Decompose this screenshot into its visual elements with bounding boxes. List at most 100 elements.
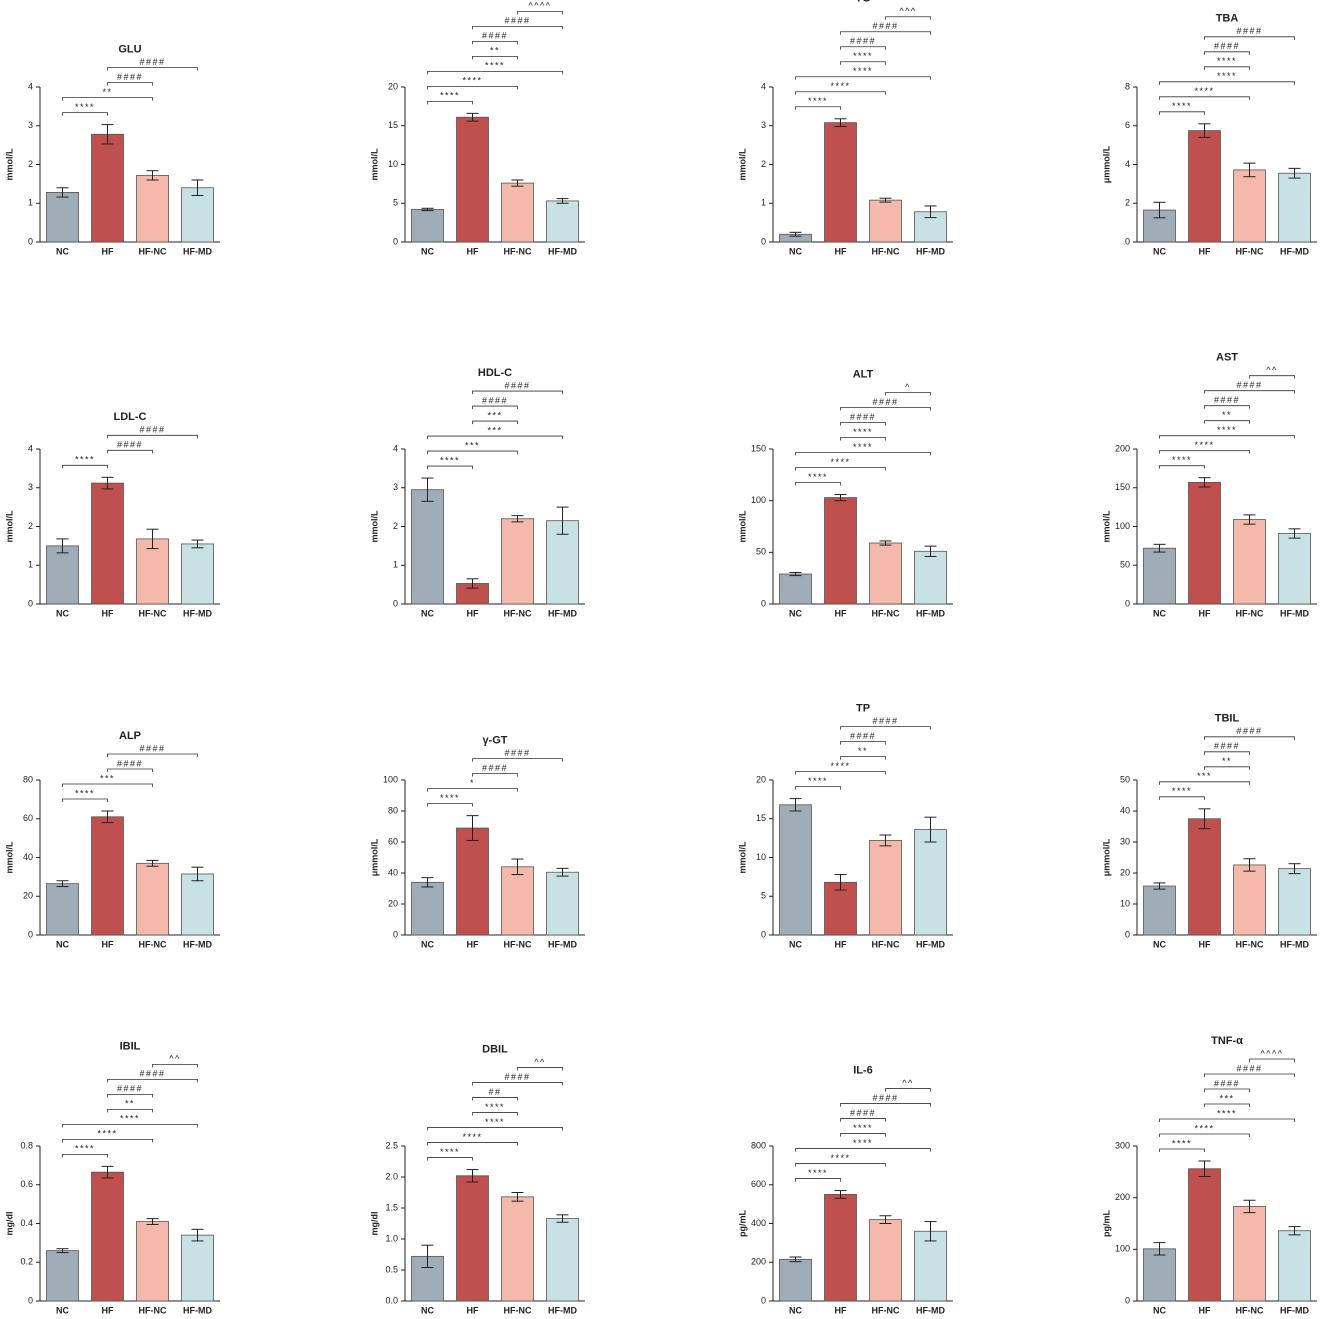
significance-bracket — [427, 100, 473, 105]
x-tick-label: NC — [789, 246, 802, 256]
significance-label: **** — [485, 1117, 505, 1127]
y-axis-label: mmol/L — [4, 841, 14, 874]
significance-label: #### — [117, 758, 143, 768]
x-tick-label: NC — [56, 939, 69, 949]
significance-bracket — [840, 726, 931, 730]
significance-bracket — [472, 25, 563, 30]
significance-bracket — [62, 798, 108, 802]
x-tick-label: HF-NC — [139, 246, 167, 256]
x-tick-label: HF — [467, 246, 479, 256]
significance-label: **** — [1194, 1123, 1214, 1133]
significance-bracket — [107, 753, 198, 757]
significance-label: **** — [75, 1144, 95, 1154]
significance-label: #### — [1214, 395, 1240, 405]
x-tick-label: NC — [421, 608, 434, 618]
significance-bracket — [840, 61, 886, 65]
significance-bracket — [1204, 751, 1250, 755]
y-tick-label: 0 — [761, 929, 766, 939]
x-tick-label: HF-MD — [1280, 246, 1309, 256]
significance-label: **** — [808, 472, 828, 482]
y-tick-label: 20 — [388, 898, 398, 908]
y-tick-label: 2 — [28, 159, 33, 169]
significance-label: #### — [504, 748, 530, 758]
y-tick-label: 2 — [761, 159, 766, 169]
chart-title: ALT — [853, 368, 874, 380]
bar — [456, 827, 489, 936]
significance-bracket — [472, 1097, 518, 1101]
bar — [501, 182, 534, 243]
significance-bracket — [472, 420, 518, 425]
significance-label: **** — [830, 81, 850, 91]
y-tick-label: 3 — [28, 482, 33, 492]
significance-label: **** — [1217, 1108, 1237, 1118]
x-tick-label: HF-NC — [1236, 1305, 1264, 1314]
x-tick-label: HF-NC — [872, 1305, 900, 1314]
chart-title: TP — [856, 703, 870, 715]
significance-bracket — [840, 31, 931, 35]
y-tick-label: 15 — [388, 120, 398, 130]
x-tick-label: HF — [467, 608, 479, 618]
x-tick-label: NC — [421, 246, 434, 256]
y-tick-label: 10 — [1120, 898, 1130, 908]
bar — [46, 545, 79, 605]
significance-label: #### — [872, 21, 898, 31]
significance-label: **** — [1217, 425, 1237, 435]
y-tick-label: 2 — [28, 521, 33, 531]
y-tick-label: 10 — [388, 159, 398, 169]
y-tick-label: 20 — [1120, 867, 1130, 877]
y-tick-label: 5 — [393, 198, 398, 208]
y-tick-label: 6 — [1125, 120, 1130, 130]
x-tick-label: HF-MD — [916, 608, 945, 618]
significance-label: #### — [1214, 741, 1240, 751]
y-axis-label: pg/mL — [737, 1210, 747, 1237]
significance-bracket — [427, 85, 518, 90]
significance-bracket — [1249, 1058, 1295, 1062]
significance-label: **** — [808, 1168, 828, 1178]
significance-label: #### — [1214, 41, 1240, 51]
bar — [181, 873, 214, 936]
bar — [456, 116, 489, 243]
x-tick-label: HF — [1199, 1305, 1211, 1314]
significance-label: **** — [75, 788, 95, 798]
significance-bracket — [795, 467, 886, 471]
significance-label: #### — [850, 412, 876, 422]
x-tick-label: NC — [789, 608, 802, 618]
significance-bracket — [107, 1093, 153, 1098]
chart-title: AST — [1216, 352, 1238, 364]
significance-label: *** — [100, 773, 115, 783]
significance-label: **** — [440, 91, 460, 101]
chart-title: GLU — [118, 43, 141, 55]
significance-label: #### — [504, 16, 530, 26]
significance-label: **** — [75, 102, 95, 112]
bar — [869, 840, 902, 936]
significance-label: ## — [488, 1087, 501, 1097]
chart-title: LDL-C — [114, 411, 147, 423]
bar — [1188, 818, 1221, 936]
y-tick-label: 8 — [1125, 81, 1130, 91]
significance-bracket — [472, 1112, 518, 1116]
panel: 0 1 2 3 4 mmol/L NC HF HF-NC HF-MD **** #### #### LDL… — [4, 411, 220, 618]
significance-bracket — [795, 482, 841, 486]
bar — [136, 538, 169, 605]
significance-bracket — [1204, 36, 1295, 40]
x-tick-label: HF-NC — [139, 1305, 167, 1314]
bar — [779, 1258, 812, 1302]
significance-bracket — [427, 1127, 563, 1131]
significance-bracket — [1204, 66, 1250, 70]
y-tick-label: 0.4 — [20, 1218, 33, 1228]
significance-bracket — [1159, 796, 1205, 800]
significance-label: *** — [487, 410, 502, 420]
significance-bracket — [517, 1067, 563, 1071]
y-tick-label: 0 — [1125, 929, 1130, 939]
y-tick-label: 20 — [388, 81, 398, 91]
x-tick-label: HF — [102, 246, 114, 256]
y-tick-label: 50 — [756, 547, 766, 557]
y-axis-label: mg/dl — [369, 1212, 379, 1236]
bar — [824, 1194, 857, 1302]
y-tick-label: 100 — [383, 774, 398, 784]
